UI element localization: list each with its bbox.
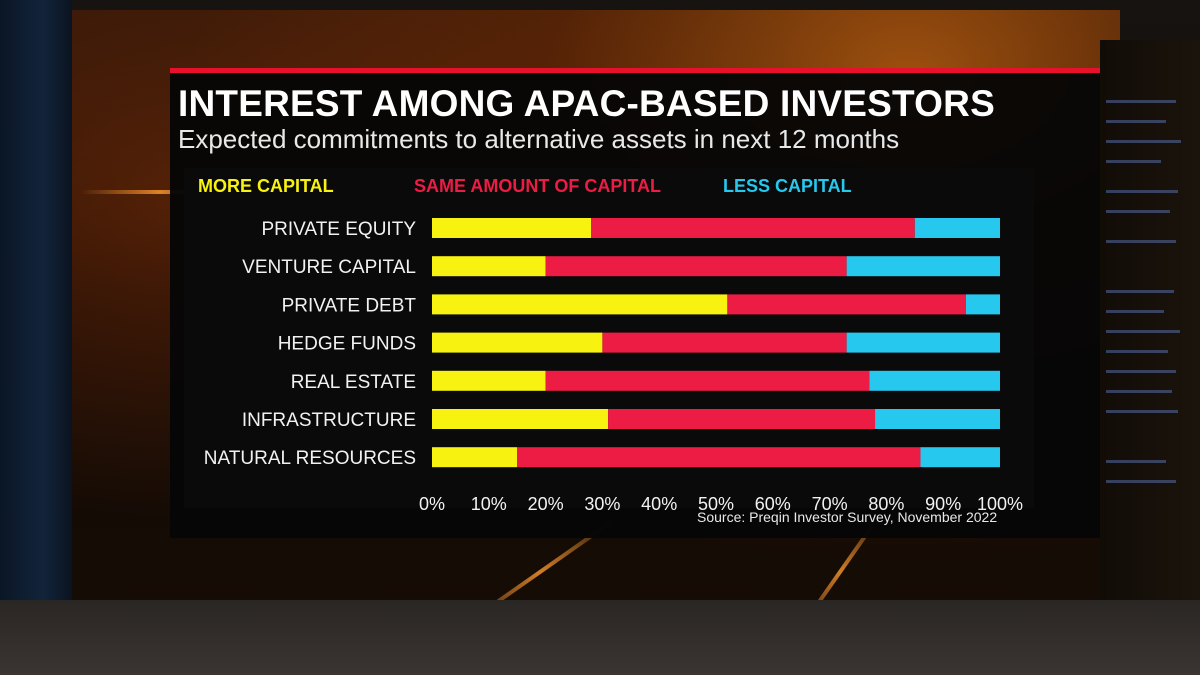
chart-subtitle: Expected commitments to alternative asse… xyxy=(178,124,900,154)
category-label-natural-resources: NATURAL RESOURCES xyxy=(204,448,416,469)
category-label-private-debt: PRIVATE DEBT xyxy=(282,295,417,316)
chart-panel: INTEREST AMONG APAC-BASED INVESTORS Expe… xyxy=(170,68,1100,538)
legend-less-capital: LESS CAPITAL xyxy=(723,176,852,196)
bar-venture-capital-more-capital xyxy=(432,256,546,277)
chart-title: INTEREST AMONG APAC-BASED INVESTORS xyxy=(178,83,995,124)
legend-more-capital: MORE CAPITAL xyxy=(198,176,334,196)
bar-real-estate-same-amount-of-capital xyxy=(545,370,870,391)
bar-infrastructure-same-amount-of-capital xyxy=(608,409,876,429)
bar-private-debt-same-amount-of-capital xyxy=(727,294,966,315)
chart-source: Source: Preqin Investor Survey, November… xyxy=(697,509,998,525)
x-tick-label: 10% xyxy=(471,494,507,514)
x-tick-label: 70% xyxy=(812,494,848,514)
bar-venture-capital-less-capital xyxy=(846,256,1000,277)
bar-real-estate-less-capital xyxy=(869,370,1000,391)
x-tick-label: 0% xyxy=(419,494,445,514)
bar-private-debt-more-capital xyxy=(432,294,728,315)
bar-infrastructure-more-capital xyxy=(432,409,609,429)
bar-private-equity-more-capital xyxy=(432,218,592,238)
legend-same-capital: SAME AMOUNT OF CAPITAL xyxy=(414,176,661,196)
x-tick-label: 80% xyxy=(868,494,904,514)
x-tick-label: 90% xyxy=(925,494,961,514)
x-tick-label: 40% xyxy=(641,494,677,514)
x-tick-label: 60% xyxy=(755,494,791,514)
bar-natural-resources-same-amount-of-capital xyxy=(517,447,921,468)
bar-hedge-funds-same-amount-of-capital xyxy=(602,332,847,353)
bar-natural-resources-more-capital xyxy=(432,447,518,468)
bar-infrastructure-less-capital xyxy=(875,409,1000,429)
x-tick-label: 50% xyxy=(698,494,734,514)
x-tick-label: 20% xyxy=(528,494,564,514)
bar-private-equity-same-amount-of-capital xyxy=(591,218,915,238)
stacked-bar-chart: PRIVATE EQUITY VENTURE CAPITAL PRIVATE DEB… xyxy=(204,218,1023,514)
bar-venture-capital-same-amount-of-capital xyxy=(545,256,847,277)
x-tick-label: 100% xyxy=(977,494,1023,514)
category-label-venture-capital: VENTURE CAPITAL xyxy=(242,257,416,278)
bar-private-debt-less-capital xyxy=(965,294,1000,315)
bar-natural-resources-less-capital xyxy=(920,447,1000,468)
bar-private-equity-less-capital xyxy=(914,218,1000,238)
right-data-wall xyxy=(1100,40,1200,600)
category-label-hedge-funds: HEDGE FUNDS xyxy=(278,334,416,355)
category-label-infrastructure: INFRASTRUCTURE xyxy=(242,410,416,431)
category-label-private-equity: PRIVATE EQUITY xyxy=(262,219,417,240)
left-video-wall xyxy=(0,0,72,675)
x-tick-label: 30% xyxy=(584,494,620,514)
bar-real-estate-more-capital xyxy=(432,370,546,391)
title-accent-rule xyxy=(170,68,1100,73)
category-label-real-estate: REAL ESTATE xyxy=(291,372,416,393)
studio-floor xyxy=(0,600,1200,675)
bar-hedge-funds-less-capital xyxy=(846,332,1000,353)
bar-hedge-funds-more-capital xyxy=(432,332,603,353)
